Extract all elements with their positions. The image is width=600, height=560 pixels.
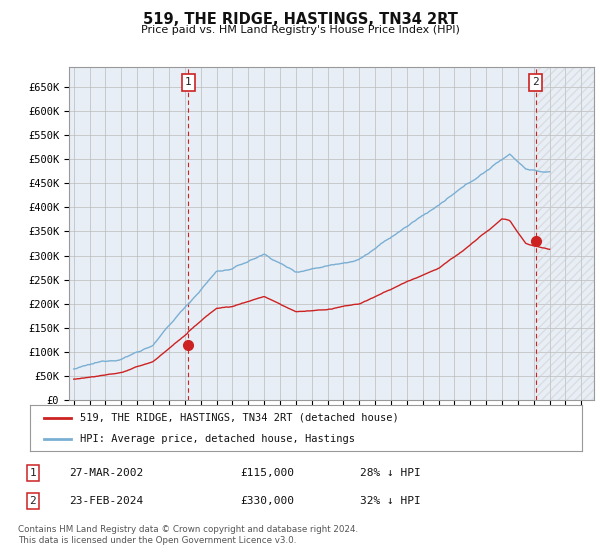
Text: £330,000: £330,000 [240, 496, 294, 506]
Text: Contains HM Land Registry data © Crown copyright and database right 2024.
This d: Contains HM Land Registry data © Crown c… [18, 525, 358, 545]
Text: 27-MAR-2002: 27-MAR-2002 [69, 468, 143, 478]
Text: £115,000: £115,000 [240, 468, 294, 478]
Text: 2: 2 [532, 77, 539, 87]
Text: 519, THE RIDGE, HASTINGS, TN34 2RT (detached house): 519, THE RIDGE, HASTINGS, TN34 2RT (deta… [80, 413, 398, 423]
Text: 32% ↓ HPI: 32% ↓ HPI [360, 496, 421, 506]
Text: 519, THE RIDGE, HASTINGS, TN34 2RT: 519, THE RIDGE, HASTINGS, TN34 2RT [143, 12, 457, 27]
Text: 2: 2 [29, 496, 37, 506]
Text: HPI: Average price, detached house, Hastings: HPI: Average price, detached house, Hast… [80, 435, 355, 444]
Text: 1: 1 [29, 468, 37, 478]
Text: 1: 1 [185, 77, 192, 87]
Bar [536, 67, 594, 400]
Text: 23-FEB-2024: 23-FEB-2024 [69, 496, 143, 506]
Text: 28% ↓ HPI: 28% ↓ HPI [360, 468, 421, 478]
Text: Price paid vs. HM Land Registry's House Price Index (HPI): Price paid vs. HM Land Registry's House … [140, 25, 460, 35]
